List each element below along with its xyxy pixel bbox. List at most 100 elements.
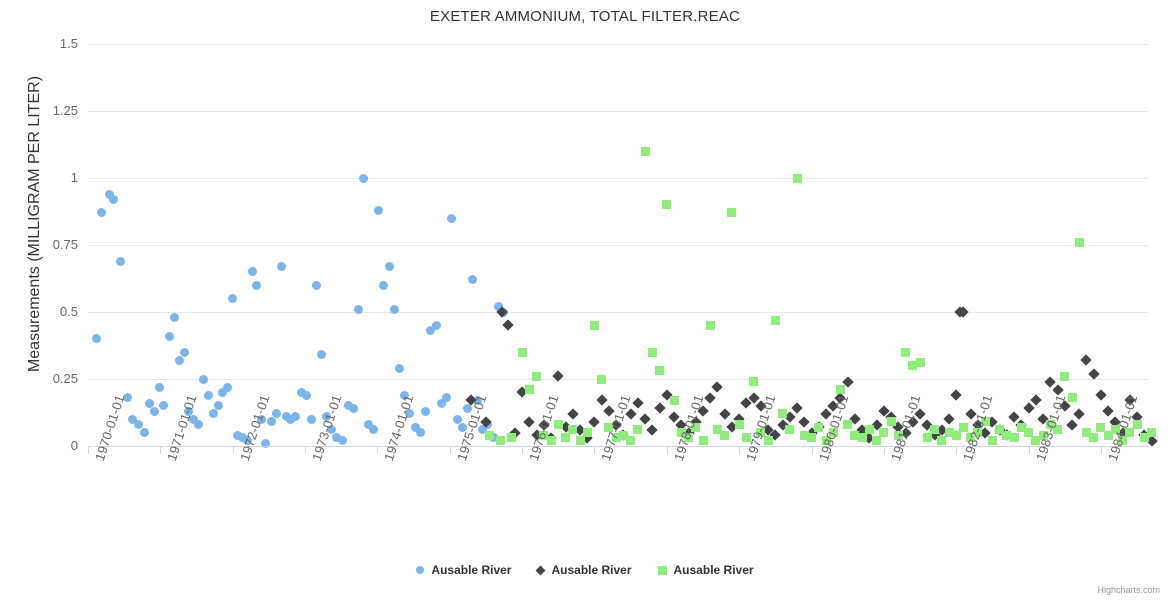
data-point[interactable] bbox=[632, 397, 644, 409]
data-point[interactable] bbox=[312, 280, 322, 290]
data-point[interactable] bbox=[164, 331, 174, 341]
data-point[interactable] bbox=[835, 385, 845, 395]
data-point[interactable] bbox=[266, 417, 276, 427]
data-point[interactable] bbox=[973, 428, 983, 438]
data-point[interactable] bbox=[369, 425, 379, 435]
data-point[interactable] bbox=[242, 436, 252, 446]
data-point[interactable] bbox=[179, 347, 189, 357]
data-point[interactable] bbox=[785, 425, 795, 435]
data-point[interactable] bbox=[317, 350, 327, 360]
data-point[interactable] bbox=[1066, 418, 1078, 431]
data-point[interactable] bbox=[145, 398, 154, 408]
data-point[interactable] bbox=[302, 390, 311, 400]
data-point[interactable] bbox=[944, 428, 954, 438]
data-point[interactable] bbox=[843, 420, 853, 430]
data-point[interactable] bbox=[477, 425, 487, 435]
data-point[interactable] bbox=[886, 417, 896, 427]
data-point[interactable] bbox=[930, 425, 940, 435]
data-point[interactable] bbox=[452, 414, 462, 424]
data-point[interactable] bbox=[184, 406, 194, 416]
data-point[interactable] bbox=[261, 438, 271, 448]
data-point[interactable] bbox=[791, 402, 803, 415]
data-point[interactable] bbox=[139, 428, 149, 438]
data-point[interactable] bbox=[1080, 354, 1093, 366]
data-point[interactable] bbox=[493, 302, 503, 312]
data-point[interactable] bbox=[441, 393, 451, 403]
data-point[interactable] bbox=[410, 422, 420, 432]
data-point[interactable] bbox=[611, 433, 621, 443]
data-point[interactable] bbox=[134, 420, 144, 430]
data-point[interactable] bbox=[338, 436, 348, 446]
data-point[interactable] bbox=[307, 414, 317, 424]
data-point[interactable] bbox=[108, 194, 118, 204]
data-point[interactable] bbox=[950, 389, 962, 401]
data-point[interactable] bbox=[828, 428, 838, 438]
data-point[interactable] bbox=[1074, 237, 1084, 247]
data-point[interactable] bbox=[691, 422, 701, 432]
data-point[interactable] bbox=[1103, 430, 1113, 440]
data-point[interactable] bbox=[655, 366, 665, 376]
data-point[interactable] bbox=[1016, 422, 1026, 432]
data-point[interactable] bbox=[958, 422, 968, 432]
data-point[interactable] bbox=[472, 395, 482, 405]
data-point[interactable] bbox=[792, 173, 802, 183]
data-point[interactable] bbox=[1147, 428, 1157, 438]
data-point[interactable] bbox=[296, 387, 306, 397]
data-point[interactable] bbox=[901, 347, 911, 357]
data-point[interactable] bbox=[879, 428, 889, 438]
data-point[interactable] bbox=[354, 304, 364, 314]
data-point[interactable] bbox=[799, 430, 809, 440]
data-point[interactable] bbox=[374, 205, 384, 215]
data-point[interactable] bbox=[359, 173, 369, 183]
data-point[interactable] bbox=[604, 422, 614, 432]
data-point[interactable] bbox=[1081, 428, 1091, 438]
data-point[interactable] bbox=[1102, 405, 1114, 417]
data-point[interactable] bbox=[588, 416, 601, 428]
data-point[interactable] bbox=[995, 425, 1005, 435]
data-point[interactable] bbox=[966, 433, 976, 443]
data-point[interactable] bbox=[1022, 402, 1035, 415]
data-point[interactable] bbox=[467, 275, 477, 285]
data-point[interactable] bbox=[1073, 408, 1085, 420]
data-point[interactable] bbox=[1044, 376, 1056, 388]
data-point[interactable] bbox=[116, 256, 126, 266]
data-point[interactable] bbox=[741, 433, 751, 443]
legend-item-3[interactable]: Ausable River bbox=[657, 563, 754, 577]
data-point[interactable] bbox=[436, 398, 446, 408]
data-point[interactable] bbox=[798, 416, 810, 428]
data-point[interactable] bbox=[770, 315, 780, 325]
data-point[interactable] bbox=[633, 425, 643, 435]
data-point[interactable] bbox=[546, 436, 556, 446]
data-point[interactable] bbox=[532, 371, 542, 381]
data-point[interactable] bbox=[332, 433, 342, 443]
data-point[interactable] bbox=[213, 401, 223, 411]
data-point[interactable] bbox=[937, 436, 947, 446]
data-point[interactable] bbox=[218, 387, 228, 397]
data-point[interactable] bbox=[1139, 433, 1149, 443]
data-point[interactable] bbox=[943, 413, 955, 425]
data-point[interactable] bbox=[597, 374, 607, 384]
data-point[interactable] bbox=[170, 312, 180, 322]
data-point[interactable] bbox=[495, 436, 505, 446]
data-point[interactable] bbox=[237, 433, 247, 443]
data-point[interactable] bbox=[286, 414, 296, 424]
data-point[interactable] bbox=[385, 261, 395, 271]
data-point[interactable] bbox=[676, 428, 686, 438]
data-point[interactable] bbox=[705, 320, 715, 330]
data-point[interactable] bbox=[872, 436, 882, 446]
data-point[interactable] bbox=[1045, 420, 1055, 430]
data-point[interactable] bbox=[698, 436, 708, 446]
data-point[interactable] bbox=[922, 433, 932, 443]
data-point[interactable] bbox=[1089, 433, 1099, 443]
data-point[interactable] bbox=[908, 361, 918, 371]
data-point[interactable] bbox=[807, 433, 817, 443]
data-point[interactable] bbox=[405, 409, 415, 419]
data-point[interactable] bbox=[421, 406, 431, 416]
data-point[interactable] bbox=[640, 146, 650, 156]
data-point[interactable] bbox=[653, 402, 666, 415]
data-point[interactable] bbox=[400, 390, 410, 400]
data-point[interactable] bbox=[379, 280, 389, 290]
data-point[interactable] bbox=[431, 320, 441, 330]
data-point[interactable] bbox=[343, 401, 353, 411]
data-point[interactable] bbox=[199, 374, 209, 384]
